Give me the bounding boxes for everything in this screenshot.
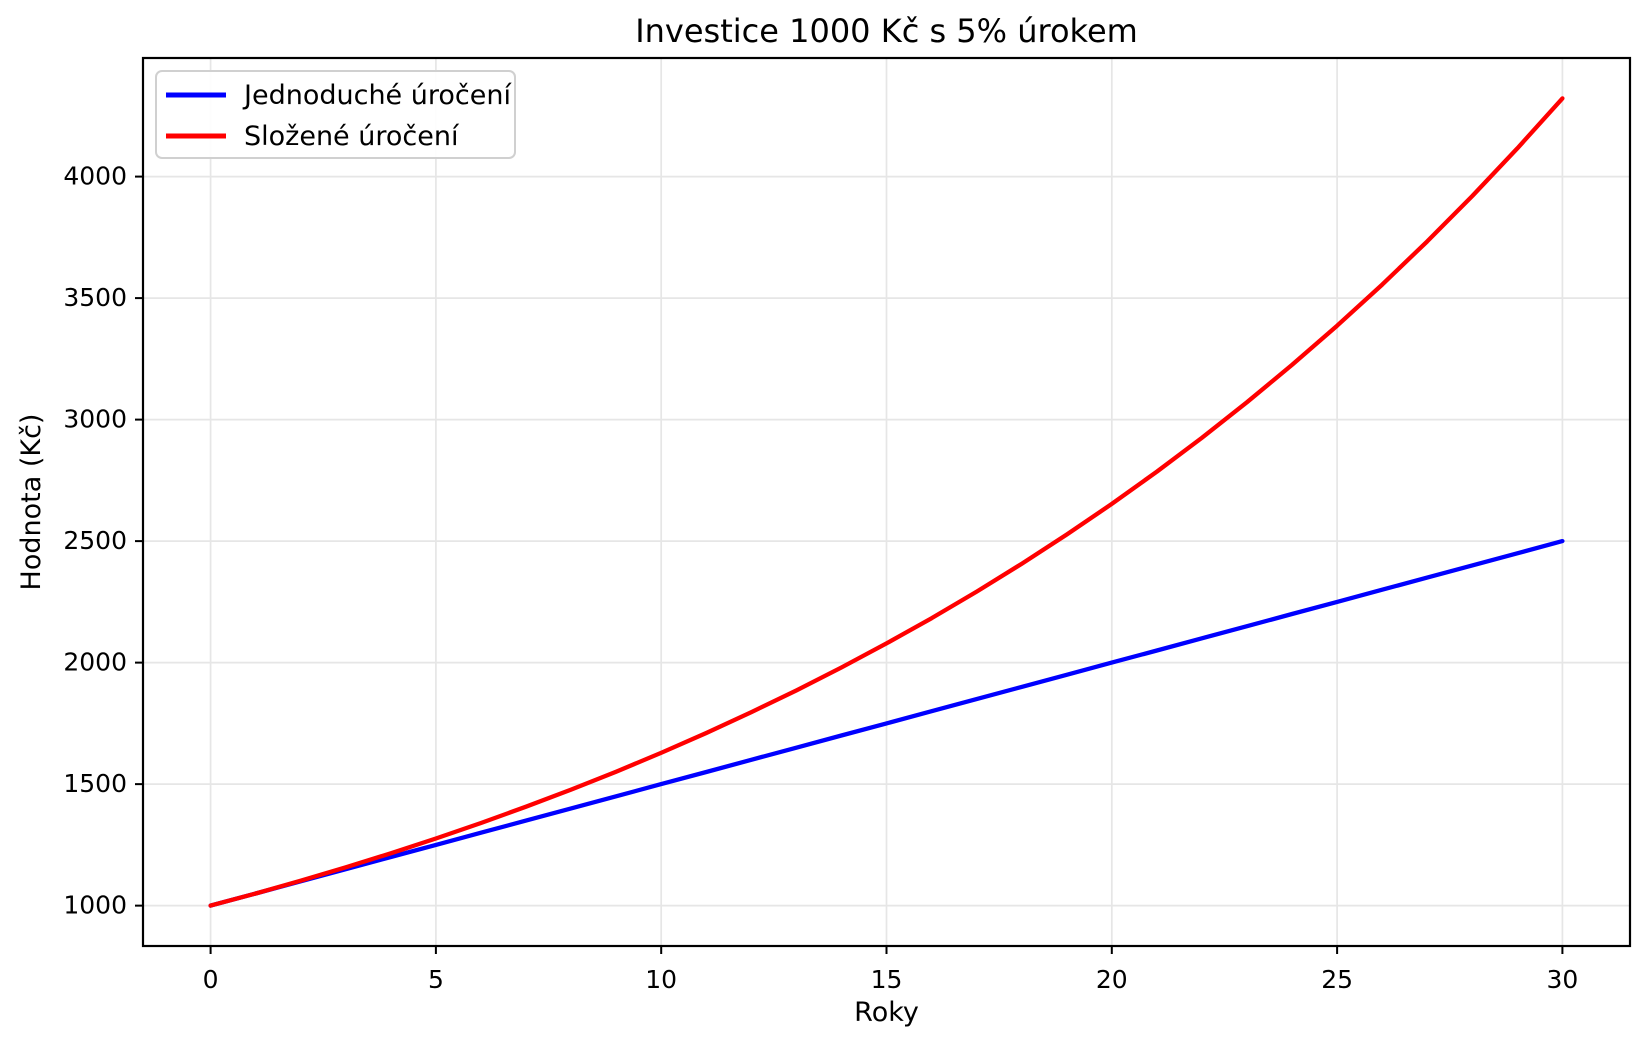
legend: Jednoduché úročení Složené úročení	[155, 70, 516, 159]
y-tick-label: 3000	[63, 405, 127, 434]
y-tick-label: 4000	[63, 162, 127, 191]
x-tick-label: 15	[871, 965, 903, 994]
y-tick-label: 2000	[63, 648, 127, 677]
chart-title: Investice 1000 Kč s 5% úrokem	[635, 12, 1138, 50]
x-tick-label: 30	[1547, 965, 1579, 994]
gridlines	[143, 58, 1630, 946]
legend-frame	[155, 70, 516, 159]
data-series	[208, 96, 1565, 908]
x-tick-labels: 0 5 10 15 20 25 30	[203, 965, 1579, 994]
y-tick-label: 1000	[63, 891, 127, 920]
x-tick-label: 5	[428, 965, 444, 994]
legend-label-simple-interest: Jednoduché úročení	[242, 80, 512, 111]
x-tick-label: 25	[1321, 965, 1353, 994]
axis-ticks	[135, 175, 1564, 954]
y-axis-label: Hodnota (Kč)	[16, 414, 47, 591]
series-line-0	[208, 538, 1565, 908]
y-tick-label: 3500	[63, 283, 127, 312]
x-tick-label: 10	[645, 965, 677, 994]
legend-label-compound-interest: Složené úročení	[244, 121, 460, 152]
y-tick-label: 1500	[63, 769, 127, 798]
y-tick-labels: 1000 1500 2000 2500 3000 3500 4000	[63, 162, 127, 920]
x-tick-label: 20	[1096, 965, 1128, 994]
x-axis-label: Roky	[854, 997, 919, 1028]
series-line-1	[208, 96, 1565, 908]
y-tick-label: 2500	[63, 526, 127, 555]
x-tick-label: 0	[203, 965, 219, 994]
